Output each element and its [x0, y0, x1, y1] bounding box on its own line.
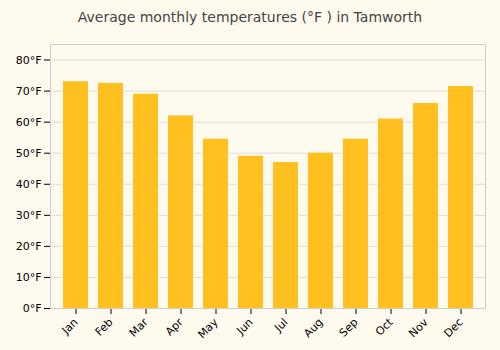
html-text:Average monthly temperatures (: Average monthly temperatures (°F ) in Ta… — [77, 9, 423, 25]
svg-text:50°F: 50°F — [16, 147, 42, 160]
svg-text:20°F: 20°F — [16, 240, 42, 253]
svg-text:0°F: 0°F — [23, 302, 42, 315]
svg-text:Aug: Aug — [301, 316, 325, 340]
svg-text:Feb: Feb — [93, 316, 116, 339]
svg-text:10°F: 10°F — [16, 271, 42, 284]
svg-text:60°F: 60°F — [16, 116, 42, 129]
svg-text:Jun: Jun — [234, 316, 256, 338]
svg-text:30°F: 30°F — [16, 209, 42, 222]
svg-text:Dec: Dec — [441, 316, 465, 340]
svg-text:Apr: Apr — [163, 315, 186, 338]
svg-text:70°F: 70°F — [16, 85, 42, 98]
svg-text:80°F: 80°F — [16, 54, 42, 67]
svg-text:Jul: Jul — [271, 316, 290, 335]
svg-text:Nov: Nov — [406, 315, 431, 340]
svg-text:Sep: Sep — [337, 316, 361, 340]
svg-text:Mar: Mar — [127, 315, 151, 339]
svg-text:May: May — [195, 315, 221, 341]
svg-text:Jan: Jan — [59, 316, 81, 338]
svg-text:Oct: Oct — [373, 315, 396, 338]
svg-text:40°F: 40°F — [16, 178, 42, 191]
